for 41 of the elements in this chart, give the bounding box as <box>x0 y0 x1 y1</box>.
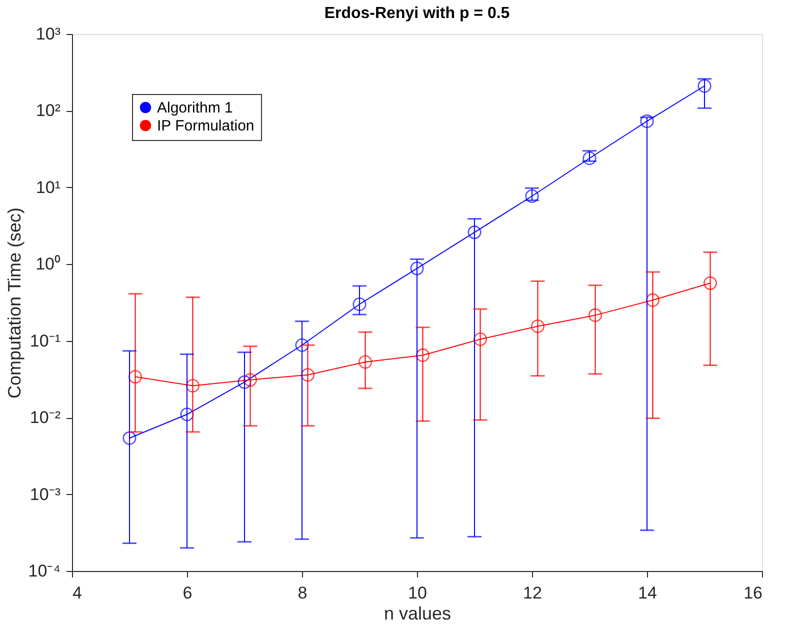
chart-title: Erdos-Renyi with p = 0.5 <box>324 5 510 22</box>
point <box>300 368 315 382</box>
point <box>468 226 482 240</box>
y-tick-label: 10³ <box>36 24 61 44</box>
y-tick-label: 10⁻⁴ <box>28 562 60 580</box>
legend-label: Algorithm 1 <box>157 100 233 116</box>
point <box>352 297 366 312</box>
point <box>243 373 258 387</box>
point <box>358 355 372 369</box>
point <box>238 375 252 389</box>
x-tick-label: 16 <box>744 584 762 602</box>
y-tick-label: 10⁻² <box>30 408 61 428</box>
y-tick-label: 10² <box>36 101 61 120</box>
y-tick-label: 10⁰ <box>36 254 60 274</box>
x-tick-label: 4 <box>72 584 82 602</box>
point <box>180 408 194 422</box>
point <box>530 319 545 334</box>
point <box>416 348 430 362</box>
legend-label: IP Formulation <box>157 118 254 134</box>
y-tick-label: 10⁻¹ <box>30 331 61 350</box>
point <box>128 370 142 384</box>
point <box>646 293 660 307</box>
x-tick-label: 10 <box>408 584 427 602</box>
point <box>186 378 200 392</box>
point <box>640 114 654 128</box>
x-tick-label: 6 <box>182 584 192 602</box>
y-axis-title: Computation Time (sec) <box>4 207 24 399</box>
x-tick-label: 12 <box>523 584 542 602</box>
x-axis-title: n values <box>384 604 452 624</box>
point <box>410 262 424 276</box>
x-tick-label: 14 <box>638 584 657 602</box>
point <box>588 308 602 322</box>
point <box>295 338 309 352</box>
point <box>698 79 712 93</box>
y-tick-label: 10⁻³ <box>30 484 61 504</box>
x-tick-label: 8 <box>298 584 308 602</box>
point <box>473 332 488 346</box>
point <box>122 431 136 445</box>
y-tick-label: 10¹ <box>36 178 61 197</box>
point <box>703 276 718 290</box>
point <box>582 152 596 166</box>
